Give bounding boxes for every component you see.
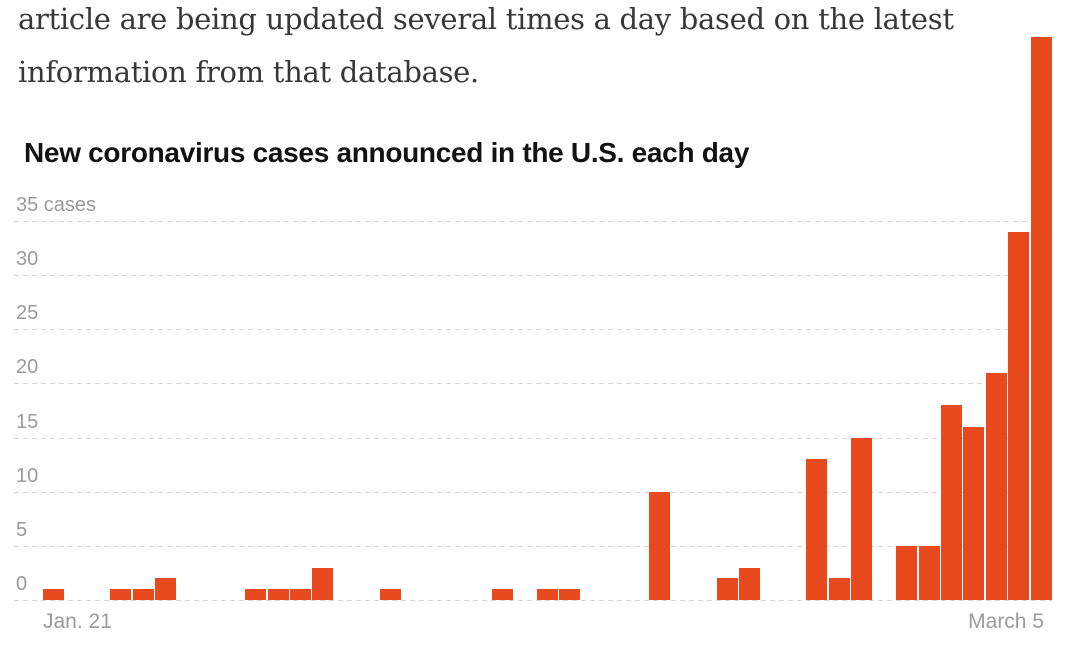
gridline — [14, 275, 1052, 276]
bar — [986, 373, 1007, 600]
bar — [380, 589, 401, 600]
y-axis-tick-label: 10 — [16, 465, 39, 487]
bar — [492, 589, 513, 600]
bar — [110, 589, 131, 600]
chart-title: New coronavirus cases announced in the U… — [24, 137, 750, 168]
bar — [559, 589, 580, 600]
bar — [245, 589, 266, 600]
bar — [919, 546, 940, 600]
bar — [941, 405, 962, 600]
gridline — [14, 438, 1052, 439]
x-axis-label-start: Jan. 21 — [43, 610, 112, 633]
bar — [290, 589, 311, 600]
y-axis-tick-label: 25 — [16, 302, 39, 324]
bar — [537, 589, 558, 600]
bar — [43, 589, 64, 600]
y-axis-tick-label: 15 — [16, 411, 39, 433]
intro-line-2: information from that database. — [18, 55, 479, 89]
gridline — [14, 383, 1052, 384]
y-axis-tick-label: 30 — [16, 248, 39, 270]
y-axis-tick-label: 35 cases — [16, 194, 97, 216]
bar — [268, 589, 289, 600]
bar — [851, 438, 872, 600]
bar — [806, 459, 827, 600]
y-axis-tick-label: 20 — [16, 356, 39, 378]
bar — [739, 568, 760, 600]
bar — [963, 427, 984, 600]
bar — [649, 492, 670, 600]
bar — [155, 578, 176, 600]
gridline — [14, 221, 1052, 222]
bar — [1031, 37, 1052, 600]
bar — [829, 578, 850, 600]
gridline — [14, 546, 1052, 547]
gridline — [14, 492, 1052, 493]
intro-paragraph: article are being updated several times … — [18, 0, 1068, 99]
bar — [312, 568, 333, 600]
bar — [133, 589, 154, 600]
bar — [896, 546, 917, 600]
bar — [717, 578, 738, 600]
x-axis-label-end: March 5 — [968, 610, 1044, 633]
y-axis-tick-label: 0 — [16, 573, 28, 595]
bar — [1008, 232, 1029, 600]
y-axis-tick-label: 5 — [16, 519, 28, 541]
gridline — [14, 329, 1052, 330]
intro-line-1: article are being updated several times … — [18, 2, 954, 36]
gridline — [14, 600, 1052, 601]
